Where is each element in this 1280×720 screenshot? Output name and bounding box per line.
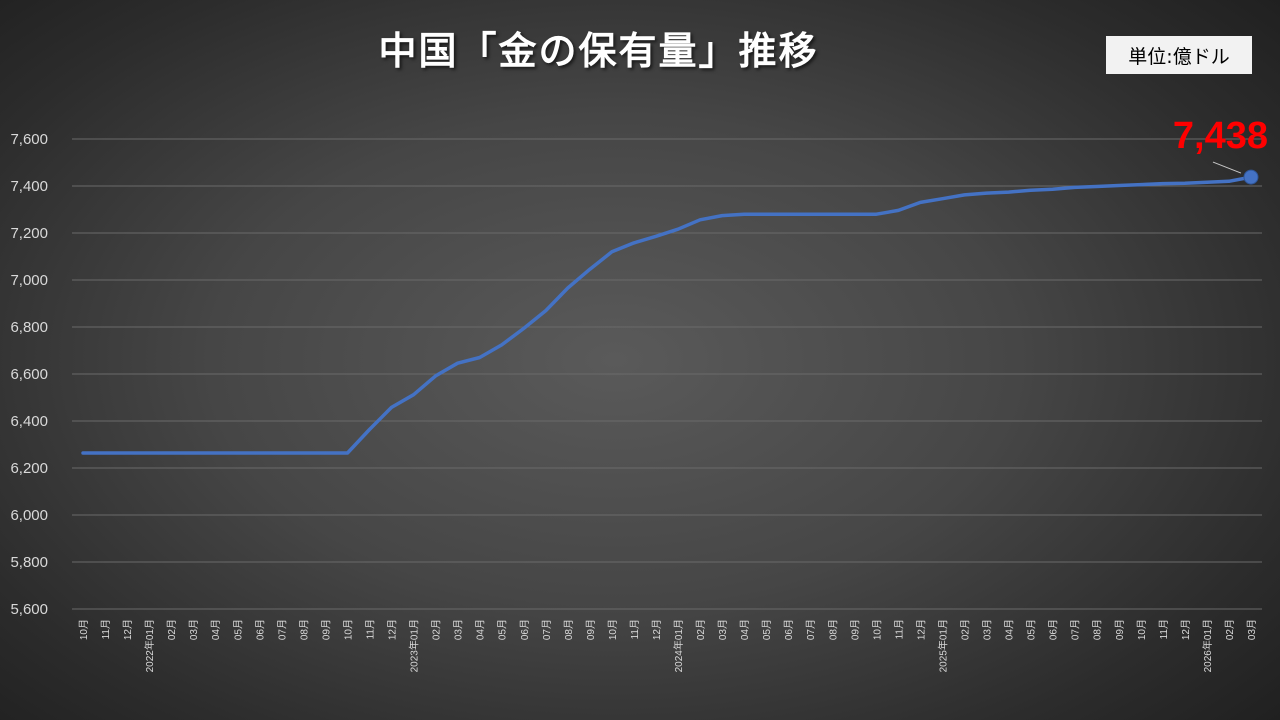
x-tick-label: 03月 xyxy=(717,619,729,640)
x-tick-label: 03月 xyxy=(188,619,200,640)
leader-line xyxy=(1212,161,1242,174)
unit-label: 単位:億ドル xyxy=(1106,36,1252,74)
y-tick-label: 6,800 xyxy=(10,319,48,336)
x-tick-label: 10月 xyxy=(607,619,619,640)
x-tick-label: 04月 xyxy=(739,619,751,640)
x-tick-label: 08月 xyxy=(1092,619,1104,640)
x-tick-label: 11月 xyxy=(629,619,641,639)
y-tick-label: 6,200 xyxy=(10,460,48,477)
x-tick-label: 11月 xyxy=(365,619,377,639)
x-tick-label: 07月 xyxy=(276,619,288,640)
chart-title: 中国「金の保有量」推移 xyxy=(378,29,819,73)
y-tick-label: 6,600 xyxy=(10,366,48,383)
x-tick-label: 04月 xyxy=(210,619,222,640)
x-tick-label: 2022年01月 xyxy=(143,619,156,672)
last-point-marker xyxy=(1243,169,1259,185)
x-tick-label: 09月 xyxy=(1114,619,1126,640)
x-tick-label: 07月 xyxy=(805,619,817,640)
x-tick-label: 2023年01月 xyxy=(408,619,421,672)
x-tick-label: 12月 xyxy=(1180,619,1192,640)
x-tick-label: 06月 xyxy=(254,619,266,640)
x-tick-label: 04月 xyxy=(475,619,487,640)
x-tick-label: 06月 xyxy=(783,619,795,640)
x-tick-label: 05月 xyxy=(761,619,773,640)
x-tick-label: 08月 xyxy=(563,619,575,640)
x-tick-label: 02月 xyxy=(960,619,972,640)
x-tick-label: 12月 xyxy=(387,619,399,640)
y-tick-label: 7,600 xyxy=(10,131,48,148)
x-tick-label: 03月 xyxy=(453,619,465,640)
y-tick-label: 7,000 xyxy=(10,272,48,289)
x-tick-label: 09月 xyxy=(320,619,332,640)
y-tick-label: 5,600 xyxy=(10,601,48,618)
x-tick-label: 08月 xyxy=(298,619,310,640)
x-tick-label: 11月 xyxy=(893,619,905,639)
y-tick-label: 7,200 xyxy=(10,225,48,242)
x-tick-label: 12月 xyxy=(122,619,134,640)
y-tick-label: 5,800 xyxy=(10,554,48,571)
x-tick-label: 10月 xyxy=(342,619,354,640)
x-tick-label: 08月 xyxy=(827,619,839,640)
x-tick-label: 11月 xyxy=(1158,619,1170,639)
x-tick-label: 07月 xyxy=(541,619,553,640)
x-tick-label: 10月 xyxy=(1136,619,1148,640)
y-tick-label: 6,400 xyxy=(10,413,48,430)
last-value-label: 7,438 xyxy=(1173,115,1268,157)
y-tick-label: 6,000 xyxy=(10,507,48,524)
x-tick-label: 12月 xyxy=(651,619,663,640)
x-tick-label: 06月 xyxy=(519,619,531,640)
x-tick-label: 05月 xyxy=(232,619,244,640)
x-tick-label: 2024年01月 xyxy=(672,619,685,672)
x-tick-label: 02月 xyxy=(1224,619,1236,640)
x-tick-label: 12月 xyxy=(915,619,927,640)
x-tick-label: 03月 xyxy=(1246,619,1258,640)
x-tick-label: 02月 xyxy=(166,619,178,640)
x-tick-label: 09月 xyxy=(585,619,597,640)
x-tick-label: 05月 xyxy=(1026,619,1038,640)
x-tick-label: 06月 xyxy=(1048,619,1060,640)
x-tick-label: 04月 xyxy=(1004,619,1016,640)
x-tick-label: 10月 xyxy=(871,619,883,640)
x-tick-label: 02月 xyxy=(431,619,443,640)
x-tick-label: 02月 xyxy=(695,619,707,640)
x-tick-label: 2026年01月 xyxy=(1201,619,1214,672)
x-tick-label: 07月 xyxy=(1070,619,1082,640)
x-tick-label: 10月 xyxy=(78,619,90,640)
x-tick-label: 2025年01月 xyxy=(936,619,949,672)
x-tick-label: 05月 xyxy=(497,619,509,640)
x-tick-label: 11月 xyxy=(100,619,112,639)
x-tick-label: 03月 xyxy=(982,619,994,640)
y-tick-label: 7,400 xyxy=(10,178,48,195)
series-line xyxy=(81,175,1253,455)
x-tick-label: 09月 xyxy=(849,619,861,640)
